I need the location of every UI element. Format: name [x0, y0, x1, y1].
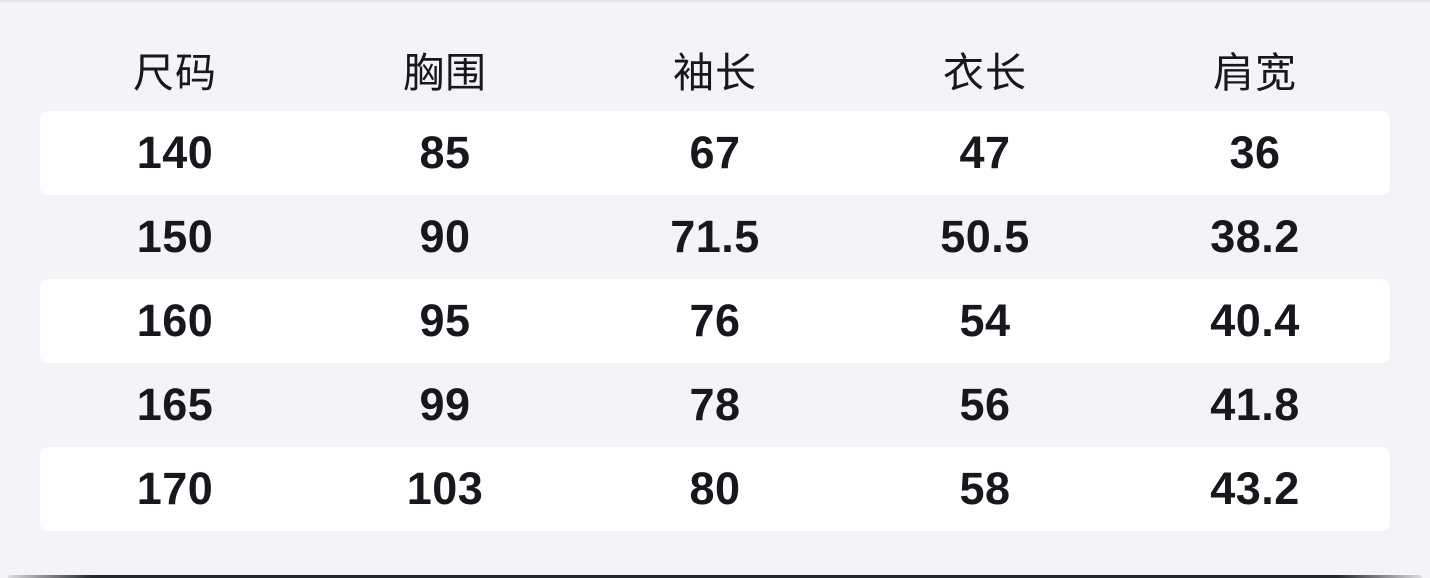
table-row: 160 95 76 54 40.4: [40, 279, 1390, 363]
table-cell: 58: [959, 463, 1011, 514]
table-cell: 54: [959, 295, 1011, 346]
table-row: 150 90 71.5 50.5 38.2: [40, 195, 1390, 279]
table-cell: 67: [689, 127, 741, 178]
table-cell: 170: [136, 463, 214, 514]
table-cell: 56: [959, 379, 1011, 430]
table-cell: 36: [1229, 127, 1281, 178]
table-cell: 90: [419, 211, 471, 262]
header-cell-chest: 胸围: [403, 49, 487, 96]
table-cell: 150: [136, 211, 214, 262]
table-header-row: 尺码 胸围 袖长 衣长 肩宽: [40, 0, 1390, 111]
table-cell: 38.2: [1210, 211, 1300, 262]
table-cell: 165: [136, 379, 214, 430]
header-cell-size: 尺码: [133, 49, 217, 96]
table-cell: 43.2: [1210, 463, 1300, 514]
table-cell: 103: [406, 463, 484, 514]
table-cell: 71.5: [670, 211, 760, 262]
table-cell: 76: [689, 295, 741, 346]
header-cell-shoulder-width: 肩宽: [1213, 49, 1297, 96]
table-cell: 40.4: [1210, 295, 1300, 346]
table-cell: 80: [689, 463, 741, 514]
size-table: 尺码 胸围 袖长 衣长 肩宽 140 85 67 47 36 150 90 71…: [40, 0, 1390, 531]
header-cell-sleeve-length: 袖长: [673, 49, 757, 96]
table-cell: 47: [959, 127, 1011, 178]
table-cell: 95: [419, 295, 471, 346]
table-cell: 140: [136, 127, 214, 178]
table-row: 165 99 78 56 41.8: [40, 363, 1390, 447]
table-cell: 50.5: [940, 211, 1030, 262]
table-row: 170 103 80 58 43.2: [40, 447, 1390, 531]
table-row: 140 85 67 47 36: [40, 111, 1390, 195]
table-cell: 160: [136, 295, 214, 346]
header-cell-garment-length: 衣长: [943, 49, 1027, 96]
table-cell: 85: [419, 127, 471, 178]
table-cell: 41.8: [1210, 379, 1300, 430]
top-hairline: [0, 0, 1430, 2]
table-cell: 99: [419, 379, 471, 430]
bottom-divider-bar: [8, 575, 1422, 578]
table-cell: 78: [689, 379, 741, 430]
